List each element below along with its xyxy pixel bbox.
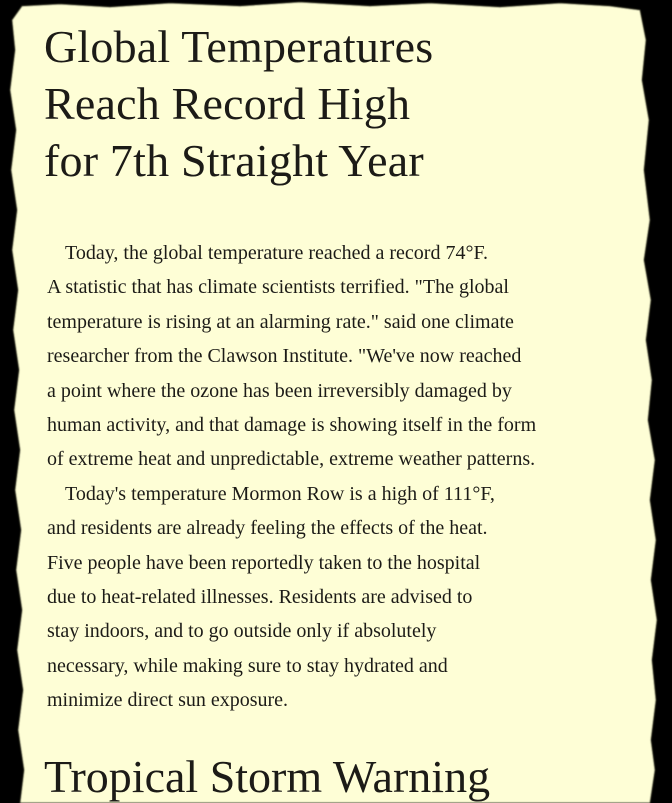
next-article-headline: Tropical Storm Warning [44,751,491,802]
body-line: A statistic that has climate scientists … [47,276,509,299]
headline-line: for 7th Straight Year [44,135,424,186]
body-line: human activity, and that damage is showi… [47,414,537,437]
headline-line: Reach Record High [44,78,411,129]
body-line: Today, the global temperature reached a … [65,242,488,264]
body-line: temperature is rising at an alarming rat… [47,310,514,333]
body-line: Today's temperature Mormon Row is a high… [65,482,495,505]
body-line: due to heat-related illnesses. Residents… [47,586,473,609]
article-headline: Global Temperatures Reach Record High fo… [44,18,604,189]
headline-line: Global Temperatures [44,21,434,72]
body-line: a point where the ozone has been irrever… [47,379,512,402]
body-line: researcher from the Clawson Institute. "… [47,345,522,368]
body-line: necessary, while making sure to stay hyd… [47,654,448,677]
body-line: of extreme heat and unpredictable, extre… [47,448,536,471]
body-line: and residents are already feeling the ef… [47,517,488,540]
body-line: minimize direct sun exposure. [47,689,289,712]
article-body: Today, the global temperature reached a … [47,236,672,718]
body-line: Five people have been reportedly taken t… [47,551,481,574]
body-line: stay indoors, and to go outside only if … [47,620,437,643]
paper-sheet [9,1,658,803]
